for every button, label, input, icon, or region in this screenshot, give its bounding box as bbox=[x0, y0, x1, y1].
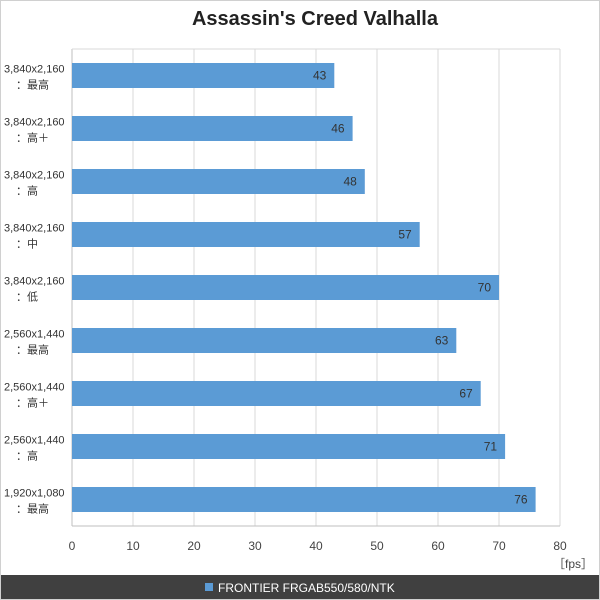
bar-value-label: 48 bbox=[343, 175, 357, 189]
bar bbox=[72, 222, 420, 247]
bar bbox=[72, 381, 481, 406]
bar bbox=[72, 169, 365, 194]
x-tick-label: 10 bbox=[126, 539, 140, 553]
x-tick-labels: 0 10 20 30 40 50 60 70 80 bbox=[69, 539, 567, 553]
legend-swatch bbox=[205, 583, 213, 591]
x-tick-label: 30 bbox=[248, 539, 262, 553]
category-label-line2: ：最高 bbox=[16, 343, 49, 357]
category-label-line1: 3,840x2,160 bbox=[4, 170, 65, 182]
category-label-line2: ：高＋ bbox=[16, 131, 49, 145]
category-label-line1: 2,560x1,440 bbox=[4, 435, 65, 447]
category-label-line1: 1,920x1,080 bbox=[4, 488, 65, 500]
bar-value-label: 71 bbox=[484, 440, 498, 454]
bar bbox=[72, 487, 536, 512]
category-label-line2: ：高 bbox=[16, 449, 38, 463]
bar-value-label: 76 bbox=[514, 493, 528, 507]
bar-value-label: 63 bbox=[435, 334, 449, 348]
bar bbox=[72, 328, 457, 353]
bar-value-label: 67 bbox=[459, 387, 473, 401]
chart-title: Assassin's Creed Valhalla bbox=[192, 8, 439, 30]
bar-value-label: 43 bbox=[313, 69, 327, 83]
category-label-line1: 3,840x2,160 bbox=[4, 64, 65, 76]
x-tick-label: 80 bbox=[553, 539, 567, 553]
bars-layer: 43 46 48 57 70 63 67 71 76 bbox=[72, 63, 536, 512]
bar bbox=[72, 63, 335, 88]
x-tick-label: 40 bbox=[309, 539, 323, 553]
x-tick-label: 60 bbox=[431, 539, 445, 553]
x-tick-label: 70 bbox=[492, 539, 506, 553]
category-label-line2: ：低 bbox=[16, 291, 38, 304]
x-tick-label: 50 bbox=[370, 539, 384, 553]
category-label-line1: 2,560x1,440 bbox=[4, 329, 65, 341]
x-tick-label: 0 bbox=[69, 539, 76, 553]
category-labels: 3,840x2,160 ：最高 3,840x2,160 ：高＋ 3,840x2,160 ：… bbox=[4, 64, 65, 516]
bar-value-label: 70 bbox=[478, 281, 492, 295]
category-label-line2: ：中 bbox=[16, 238, 38, 251]
category-label-line1: 2,560x1,440 bbox=[4, 382, 65, 394]
category-label-line2: ：最高 bbox=[16, 502, 49, 516]
legend-label: FRONTIER FRGAB550/580/NTK bbox=[218, 581, 395, 595]
bar bbox=[72, 434, 506, 459]
category-label-line1: 3,840x2,160 bbox=[4, 276, 65, 288]
x-tick-label: 20 bbox=[187, 539, 201, 553]
bar bbox=[72, 275, 499, 300]
x-unit-label: ［fps］ bbox=[553, 557, 593, 571]
category-label-line2: ：高 bbox=[16, 184, 38, 198]
category-label-line1: 3,840x2,160 bbox=[4, 223, 65, 235]
category-label-line1: 3,840x2,160 bbox=[4, 117, 65, 129]
bar bbox=[72, 116, 353, 141]
bar-value-label: 46 bbox=[331, 122, 345, 136]
category-label-line2: ：最高 bbox=[16, 78, 49, 92]
category-label-line2: ：高＋ bbox=[16, 396, 49, 410]
legend-background bbox=[1, 575, 599, 599]
bar-value-label: 57 bbox=[398, 228, 412, 242]
